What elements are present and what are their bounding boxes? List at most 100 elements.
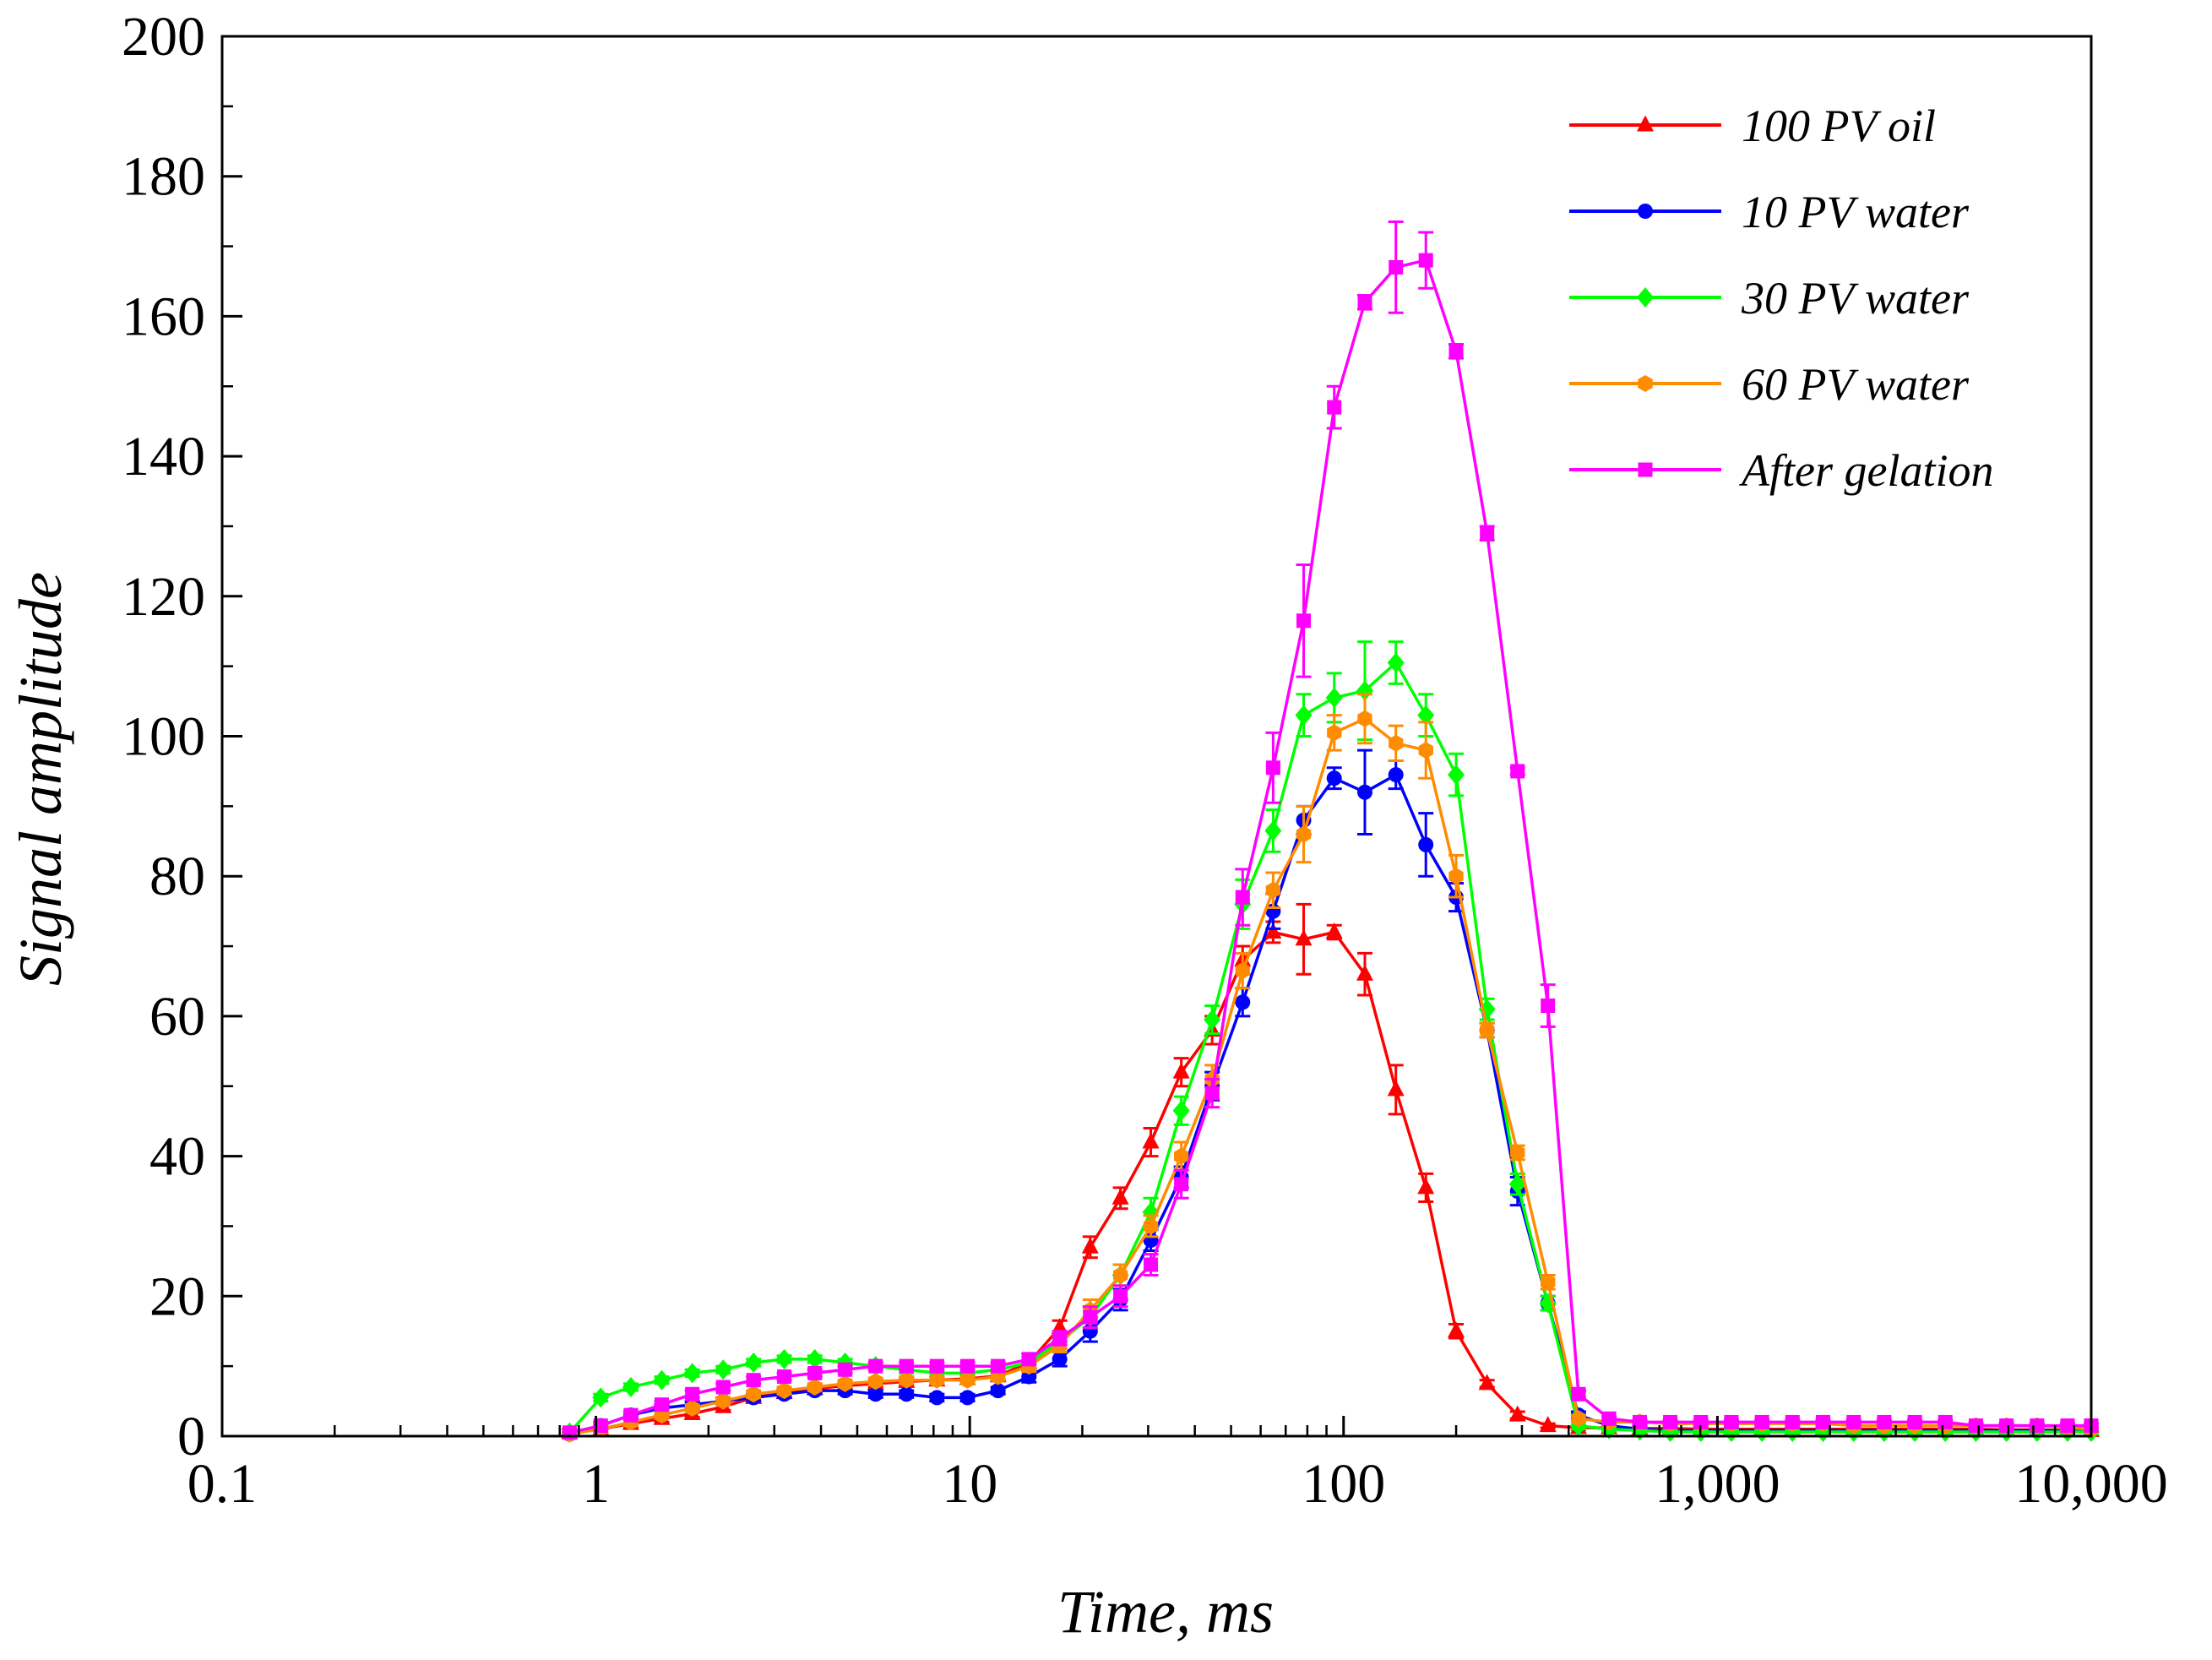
data-point bbox=[1510, 764, 1525, 779]
data-point bbox=[683, 1363, 701, 1384]
data-point bbox=[1480, 525, 1495, 541]
data-point bbox=[1601, 1411, 1617, 1426]
y-tick-label: 20 bbox=[149, 1265, 205, 1327]
data-point bbox=[1356, 680, 1373, 701]
data-point bbox=[653, 1369, 671, 1391]
data-point bbox=[1417, 1178, 1435, 1195]
data-point bbox=[868, 1358, 883, 1374]
data-point bbox=[1508, 1173, 1526, 1195]
y-tick-label: 180 bbox=[122, 146, 205, 208]
x-tick-label: 10 bbox=[942, 1453, 997, 1515]
data-point bbox=[776, 1382, 792, 1400]
data-point bbox=[1448, 344, 1464, 359]
data-point bbox=[1480, 1021, 1495, 1039]
data-point bbox=[2030, 1418, 2045, 1434]
data-point bbox=[715, 1359, 732, 1380]
data-point bbox=[1113, 1266, 1128, 1284]
data-point bbox=[1846, 1414, 1861, 1429]
data-point bbox=[1633, 1414, 1648, 1429]
data-point bbox=[899, 1358, 914, 1374]
data-point bbox=[1325, 687, 1343, 708]
data-point bbox=[1418, 742, 1433, 759]
data-point bbox=[2060, 1418, 2075, 1434]
y-tick-label: 200 bbox=[122, 6, 205, 68]
data-point bbox=[1235, 890, 1250, 905]
legend-label: 60 PV water bbox=[1742, 359, 1970, 410]
x-tick-label: 1 bbox=[582, 1453, 610, 1515]
legend: 100 PV oil 10 PV water 30 PV water 60 PV wa… bbox=[1569, 101, 1993, 496]
legend-item: 100 PV oil bbox=[1569, 101, 1936, 151]
legend-label: 100 PV oil bbox=[1742, 101, 1936, 151]
data-point bbox=[867, 1386, 883, 1402]
data-point bbox=[990, 1383, 1006, 1399]
data-point bbox=[775, 1348, 793, 1369]
data-point bbox=[1052, 1351, 1068, 1367]
data-point bbox=[1418, 253, 1433, 268]
data-point bbox=[1325, 922, 1343, 939]
x-tick-label: 0.1 bbox=[188, 1453, 258, 1515]
data-point bbox=[715, 1380, 731, 1395]
data-point bbox=[807, 1379, 823, 1396]
data-point bbox=[1264, 922, 1282, 939]
legend-marker bbox=[1637, 115, 1654, 132]
data-point bbox=[1265, 881, 1281, 899]
data-point bbox=[1204, 1086, 1220, 1101]
data-point bbox=[1724, 1414, 1739, 1429]
y-tick-label: 140 bbox=[122, 426, 205, 487]
data-point bbox=[1295, 929, 1313, 946]
legend-marker bbox=[1637, 287, 1654, 308]
data-point bbox=[1295, 705, 1313, 726]
y-tick-label: 120 bbox=[122, 566, 205, 628]
data-point bbox=[1389, 734, 1404, 752]
data-point bbox=[1541, 998, 1556, 1013]
data-point bbox=[1448, 765, 1465, 786]
x-tick-label: 100 bbox=[1302, 1453, 1385, 1515]
data-point bbox=[1357, 295, 1372, 310]
data-point bbox=[1113, 1288, 1128, 1304]
legend-label: 10 PV water bbox=[1742, 187, 1970, 237]
data-point bbox=[685, 1386, 700, 1401]
data-point bbox=[868, 1373, 883, 1391]
data-point bbox=[991, 1358, 1006, 1374]
data-point bbox=[1907, 1414, 1922, 1429]
data-point bbox=[929, 1358, 944, 1374]
data-point bbox=[838, 1362, 853, 1377]
data-point bbox=[1172, 1100, 1190, 1121]
data-point bbox=[1326, 770, 1342, 786]
legend-item: 10 PV water bbox=[1569, 187, 1970, 237]
legend-label: After gelation bbox=[1739, 445, 1993, 496]
data-point bbox=[622, 1377, 639, 1398]
data-point bbox=[1448, 868, 1464, 885]
data-point bbox=[1968, 1418, 1983, 1434]
data-point bbox=[1356, 964, 1373, 981]
data-point bbox=[1418, 836, 1434, 852]
data-point bbox=[959, 1371, 976, 1389]
data-point bbox=[899, 1386, 915, 1402]
data-point bbox=[929, 1390, 945, 1406]
data-point bbox=[1387, 652, 1405, 673]
legend-marker bbox=[1638, 375, 1653, 392]
legend-label: 30 PV water bbox=[1741, 273, 1970, 324]
data-point bbox=[1143, 1217, 1159, 1235]
y-tick-label: 160 bbox=[122, 286, 205, 347]
data-point bbox=[745, 1352, 763, 1374]
data-point bbox=[685, 1399, 700, 1417]
data-point bbox=[1111, 1188, 1129, 1205]
series-after-gelation bbox=[562, 220, 2099, 1440]
y-axis-title: Signal amplitude bbox=[7, 572, 74, 986]
data-point bbox=[1144, 1257, 1159, 1272]
data-point bbox=[1235, 962, 1250, 979]
data-point bbox=[1081, 1237, 1099, 1254]
data-point bbox=[1938, 1414, 1953, 1429]
data-point bbox=[1571, 1410, 1586, 1428]
data-point bbox=[1999, 1418, 2014, 1434]
data-point bbox=[1174, 1177, 1189, 1192]
x-tick-label: 10,000 bbox=[2014, 1453, 2168, 1515]
x-axis-title: Time, ms bbox=[1057, 1578, 1274, 1646]
data-point bbox=[1541, 1273, 1556, 1291]
data-layer bbox=[561, 220, 2100, 1443]
legend-marker bbox=[1638, 204, 1653, 219]
legend-marker bbox=[1638, 462, 1653, 477]
